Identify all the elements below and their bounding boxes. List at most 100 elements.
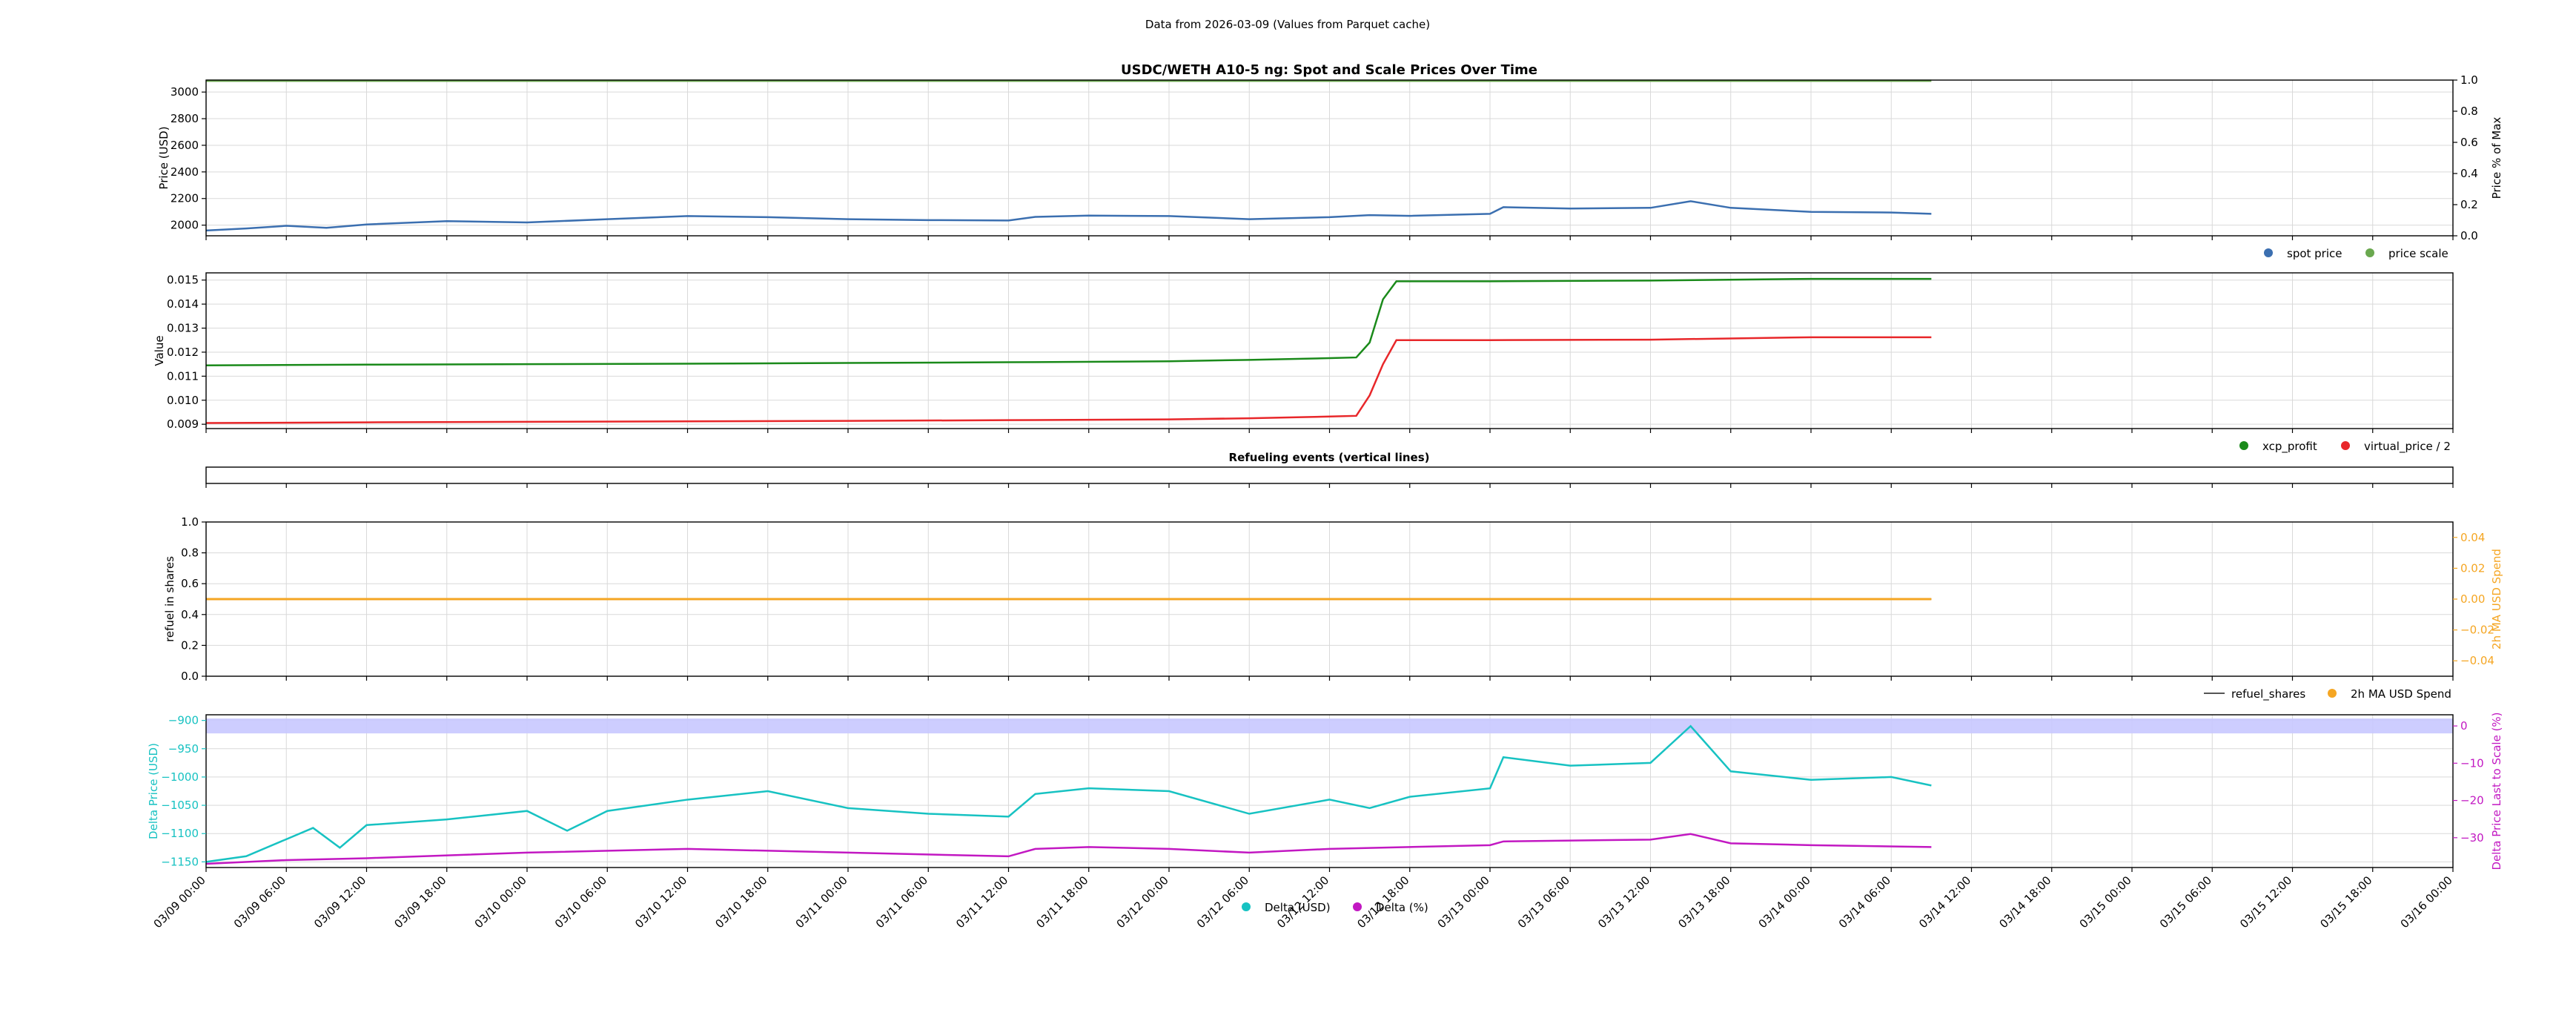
panel4-y2label: 2h MA USD Spend <box>2490 549 2503 650</box>
x-tick-label: 03/14 12:00 <box>1916 873 1973 931</box>
panel5-y2label: Delta Price Last to Scale (%) <box>2490 712 2503 870</box>
panel1-title: USDC/WETH A10-5 ng: Spot and Scale Price… <box>1121 62 1537 78</box>
x-tick-label: 03/13 18:00 <box>1675 873 1732 931</box>
panel-delta: −1150 −1100 −1050 −1000 −950 −900 −30 −20 −10 0 0… <box>147 712 2503 931</box>
x-tick-label: 03/13 00:00 <box>1435 873 1492 931</box>
series-spot-price <box>205 200 1932 232</box>
x-tick-label: 03/10 12:00 <box>632 873 689 931</box>
legend-marker-ma-spend <box>2328 689 2337 698</box>
y2-tick-label: −30 <box>2460 831 2484 845</box>
x-tick-label: 03/15 00:00 <box>2077 873 2134 931</box>
panel2-plot <box>205 277 1932 424</box>
panel2-ticks: 0.009 0.010 0.011 0.012 0.013 0.014 0.015 <box>167 274 2454 433</box>
x-tick-label: 03/09 12:00 <box>311 873 368 931</box>
panel1-legend: spot price price scale <box>2264 247 2448 260</box>
y-tick-label: 0.6 <box>181 577 199 590</box>
x-tick-label: 03/10 06:00 <box>552 873 609 931</box>
x-tick-label: 03/12 00:00 <box>1114 873 1171 931</box>
x-tick-label: 03/13 12:00 <box>1595 873 1652 931</box>
series-delta-pct <box>205 833 1932 865</box>
y2-tick-label: −10 <box>2460 756 2484 770</box>
panel-refuel-events: Refueling events (vertical lines) <box>205 451 2454 488</box>
legend-label-delta-usd: Delta (USD) <box>1265 901 1331 914</box>
panel-profit-virtual: 0.009 0.010 0.011 0.012 0.013 0.014 0.015 Valu… <box>153 272 2454 454</box>
series-virtual-price <box>205 336 1932 424</box>
legend-label-ma-spend: 2h MA USD Spend <box>2351 687 2451 701</box>
y-tick-label: 0.014 <box>167 297 199 311</box>
panel1-ticks: 2000 2200 2400 2600 2800 3000 0.0 0.2 0.4 0.6 0.8 1… <box>170 73 2478 242</box>
x-tick-label: 03/14 00:00 <box>1756 873 1813 931</box>
y2-tick-label: 0.2 <box>2460 198 2478 211</box>
x-tick-label: 03/09 06:00 <box>231 873 288 931</box>
y-tick-label: 2600 <box>170 139 199 152</box>
panel5-ticks: −1150 −1100 −1050 −1000 −950 −900 −30 −20 −10 0 <box>161 714 2484 872</box>
y-tick-label: 0.013 <box>167 322 199 335</box>
legend-label-delta-pct: Delta (%) <box>1376 901 1428 914</box>
panel2-legend: xcp_profit virtual_price / 2 <box>2239 440 2451 454</box>
panel4-ylabel: refuel in shares <box>163 556 176 642</box>
x-tick-label: 03/15 18:00 <box>2317 873 2374 931</box>
y2-tick-label: 0.4 <box>2460 167 2478 180</box>
panel4-legend: refuel_shares 2h MA USD Spend <box>2204 687 2451 701</box>
legend-label-refuel-shares: refuel_shares <box>2231 687 2305 701</box>
panel1-plot <box>205 79 1932 232</box>
y-tick-label: 0.012 <box>167 346 199 359</box>
y2-tick-label: 1.0 <box>2460 73 2478 87</box>
x-tick-label: 03/10 18:00 <box>712 873 769 931</box>
x-tick-label: 03/11 18:00 <box>1033 873 1090 931</box>
panel5-legend: Delta (USD) Delta (%) <box>1242 901 1428 914</box>
x-tick-label: 03/10 00:00 <box>472 873 529 931</box>
legend-marker-price-scale <box>2365 248 2374 257</box>
y-tick-label: 0.015 <box>167 274 199 287</box>
legend-label-price-scale: price scale <box>2388 247 2448 260</box>
y-tick-label: 2800 <box>170 112 199 125</box>
y-tick-label: 0.011 <box>167 369 199 383</box>
x-tick-label: 03/11 12:00 <box>953 873 1010 931</box>
y-tick-label: −1100 <box>161 827 199 840</box>
panel2-grid <box>205 273 2454 429</box>
y2-tick-label: 0.0 <box>2460 229 2478 242</box>
legend-label-virtual-price: virtual_price / 2 <box>2364 440 2451 454</box>
y-tick-label: 0.8 <box>181 546 199 560</box>
legend-marker-delta-pct <box>1353 902 1362 911</box>
data-note: Data from 2026-03-09 (Values from Parque… <box>1145 18 1430 31</box>
panel4-ticks: 0.0 0.2 0.4 0.6 0.8 1.0 −0.04 −0.02 0.00 0.02 0.04 <box>181 515 2494 683</box>
legend-marker-xcp-profit <box>2239 441 2248 450</box>
y-tick-label: −1050 <box>161 799 199 812</box>
y-tick-label: −950 <box>168 742 199 756</box>
panel-refuel-shares: 0.0 0.2 0.4 0.6 0.8 1.0 −0.04 −0.02 0.00 0.02 0.04… <box>163 515 2503 701</box>
y-tick-label: 2400 <box>170 165 199 179</box>
x-tick-label: 03/11 00:00 <box>793 873 850 931</box>
legend-marker-virtual-price <box>2341 441 2350 450</box>
y-tick-label: 3000 <box>170 85 199 99</box>
x-tick-label: 03/14 06:00 <box>1836 873 1893 931</box>
panel5-grid <box>205 715 2454 868</box>
x-tick-label: 03/11 06:00 <box>873 873 930 931</box>
target-band <box>206 718 2453 734</box>
x-tick-label: 03/09 00:00 <box>151 873 208 931</box>
y2-tick-label: 0 <box>2460 719 2468 733</box>
y2-tick-label: −20 <box>2460 794 2484 807</box>
y2-tick-label: 0.00 <box>2460 592 2485 606</box>
x-tick-label: 03/16 00:00 <box>2398 873 2455 931</box>
panel1-ylabel: Price (USD) <box>157 126 170 189</box>
series-xcp-profit <box>205 277 1932 367</box>
x-tick-label: 03/13 06:00 <box>1515 873 1572 931</box>
y-tick-label: 1.0 <box>181 515 199 529</box>
y2-tick-label: 0.02 <box>2460 561 2485 575</box>
y2-tick-label: 0.6 <box>2460 136 2478 149</box>
legend-label-spot-price: spot price <box>2287 247 2342 260</box>
y-tick-label: 0.4 <box>181 608 199 621</box>
panel-spot-scale: USDC/WETH A10-5 ng: Spot and Scale Price… <box>157 62 2503 260</box>
series-delta-usd <box>205 724 1932 863</box>
x-tick-label: 03/14 18:00 <box>1996 873 2053 931</box>
y-tick-label: −900 <box>168 714 199 727</box>
x-tick-label: 03/15 06:00 <box>2157 873 2214 931</box>
y-tick-label: 0.010 <box>167 394 199 407</box>
panel2-ylabel: Value <box>153 335 166 366</box>
y2-tick-label: −0.02 <box>2460 624 2494 637</box>
panel5-ylabel: Delta Price (USD) <box>147 743 160 839</box>
panel3-frame <box>205 466 2454 484</box>
y-tick-label: −1150 <box>161 855 199 868</box>
